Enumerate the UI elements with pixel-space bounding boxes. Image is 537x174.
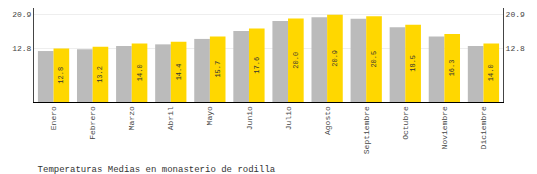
svg-text:20.0: 20.0 bbox=[292, 52, 300, 69]
svg-text:12.8: 12.8 bbox=[506, 44, 525, 53]
svg-text:12.8: 12.8 bbox=[12, 44, 31, 53]
svg-text:Julio: Julio bbox=[284, 106, 293, 130]
svg-text:Abril: Abril bbox=[166, 106, 175, 130]
svg-text:Octubre: Octubre bbox=[401, 106, 410, 140]
svg-text:13.2: 13.2 bbox=[96, 66, 104, 83]
svg-text:12.8: 12.8 bbox=[57, 67, 65, 84]
svg-text:Enero: Enero bbox=[49, 106, 58, 130]
svg-text:Marzo: Marzo bbox=[127, 106, 136, 130]
svg-text:14.4: 14.4 bbox=[175, 64, 183, 81]
svg-text:Temperaturas Medias en monaste: Temperaturas Medias en monasterio de rod… bbox=[38, 165, 276, 174]
svg-text:20.9: 20.9 bbox=[506, 10, 525, 19]
svg-text:Diciembre: Diciembre bbox=[479, 106, 488, 149]
svg-text:18.5: 18.5 bbox=[409, 55, 417, 72]
svg-text:14.0: 14.0 bbox=[136, 64, 144, 81]
svg-text:20.5: 20.5 bbox=[370, 51, 378, 68]
svg-text:20.9: 20.9 bbox=[331, 50, 339, 67]
svg-text:17.6: 17.6 bbox=[253, 57, 261, 74]
svg-text:14.0: 14.0 bbox=[487, 64, 495, 81]
svg-text:16.3: 16.3 bbox=[448, 60, 456, 77]
svg-text:Septiembre: Septiembre bbox=[362, 106, 371, 154]
svg-text:Noviembre: Noviembre bbox=[440, 106, 449, 149]
svg-text:Febrero: Febrero bbox=[88, 106, 97, 140]
svg-text:20.9: 20.9 bbox=[12, 10, 31, 19]
svg-text:Junio: Junio bbox=[245, 106, 254, 130]
svg-text:Agosto: Agosto bbox=[323, 106, 332, 135]
svg-text:Mayo: Mayo bbox=[205, 106, 214, 125]
svg-text:15.7: 15.7 bbox=[214, 61, 222, 78]
